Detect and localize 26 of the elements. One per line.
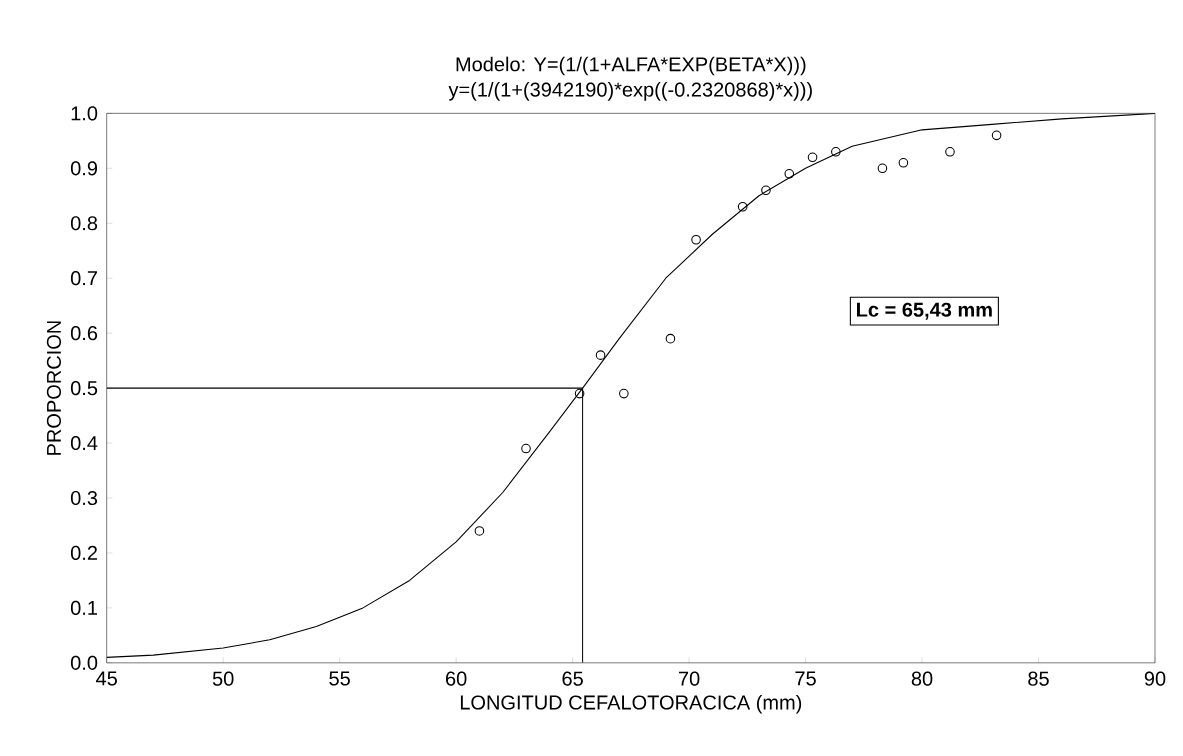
y-tick-label: 0.4 [70,435,98,451]
y-tick-label: 0.9 [70,161,98,176]
y-tick-label: 0.6 [70,325,98,341]
chart-subtitle: y=(1/(1+(3942190)*exp((-0.2320868)*x))) [448,81,812,101]
x-tick-label: 70 [678,671,700,686]
y-tick-label: 1.0 [71,106,98,121]
x-tick-label: 65 [562,671,583,686]
y-tick-label: 0.2 [70,545,97,560]
x-axis-title: LONGITUD CEFALOTORACICA (mm) [460,694,802,714]
x-tick-label: 75 [795,671,816,686]
y-axis-title: PROPORCION [46,321,62,455]
y-tick-label: 0.1 [70,600,97,615]
chart-title: Modelo: Y=(1/(1+ALFA*EXP(BETA*X))) [456,56,806,76]
x-tick-label: 85 [1028,671,1049,686]
x-tick-label: 90 [1144,671,1166,686]
y-tick-label: 0.8 [70,216,98,231]
y-tick-label: 0.7 [70,271,97,286]
y-tick-label: 0.5 [70,380,98,396]
x-tick-label: 80 [911,671,933,686]
y-tick-label: 0.0 [70,655,98,670]
x-tick-label: 60 [446,671,467,686]
annotation: Lc = 65,43 mm [857,302,992,320]
x-tick-label: 55 [329,671,350,686]
y-tick-label: 0.3 [70,490,98,505]
x-tick-label: 50 [212,671,234,686]
x-tick-label: 45 [96,671,117,686]
